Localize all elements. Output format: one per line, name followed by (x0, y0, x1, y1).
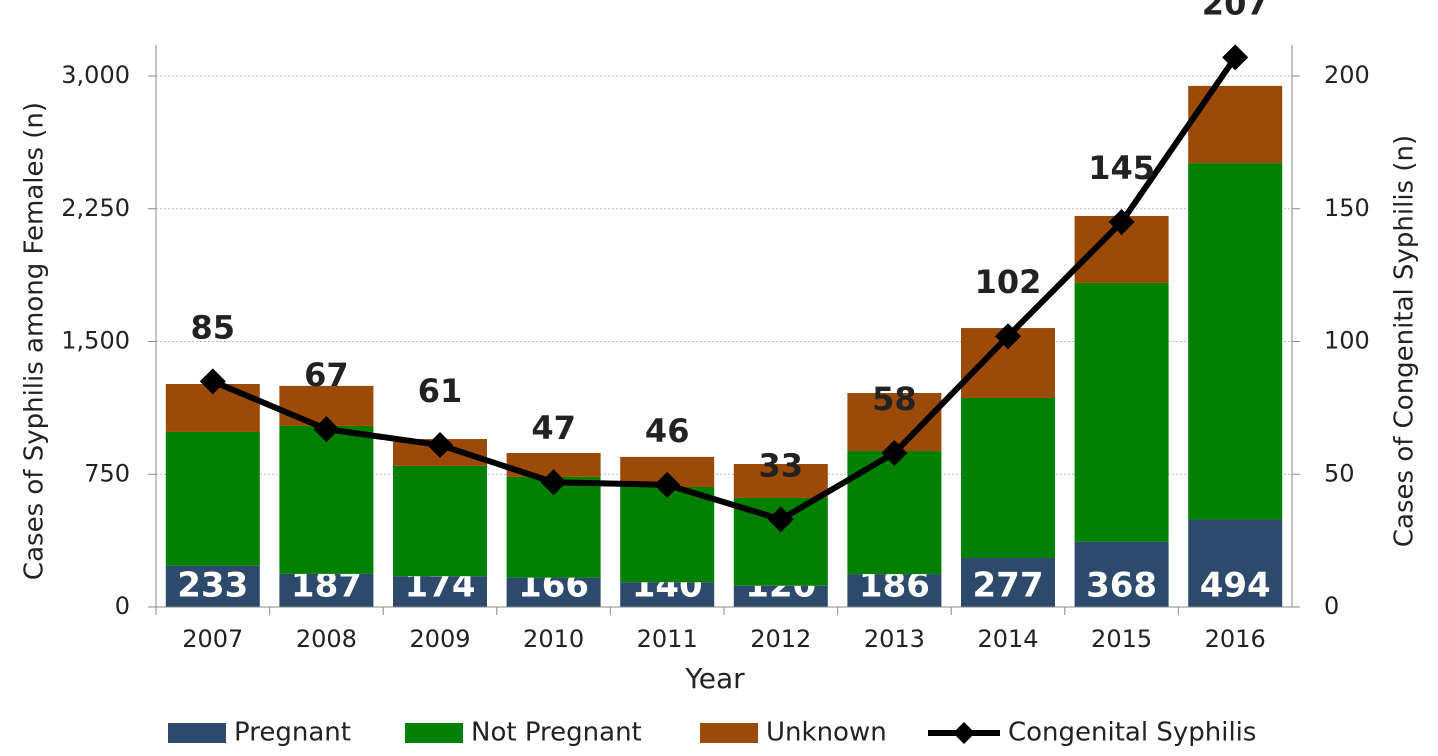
line-marker (313, 416, 340, 443)
y2-axis-title: Cases of Congenital Syphilis (n) (1390, 135, 1420, 547)
y2-tick-label: 100 (1324, 327, 1370, 355)
bar-segment (393, 465, 487, 577)
bar-segment (1074, 282, 1169, 542)
line-marker (995, 323, 1021, 350)
legend-swatch (405, 723, 463, 743)
y-tick-label: 0 (115, 592, 130, 620)
line-label: 58 (872, 380, 917, 418)
bar-segment (620, 582, 715, 607)
bar-label: 233 (177, 566, 248, 606)
line-marker (1108, 209, 1135, 236)
x-tick-label: 2016 (1205, 625, 1266, 653)
line-label: 102 (975, 263, 1042, 301)
y-tick-label: 3,000 (61, 61, 130, 89)
y2-tick-label: 50 (1324, 459, 1355, 487)
line-label: 85 (191, 308, 236, 346)
line-marker (199, 368, 226, 395)
legend-swatch (700, 723, 758, 743)
line-label: 145 (1088, 149, 1155, 187)
bar-label: 368 (1086, 566, 1157, 606)
legend-label: Pregnant (234, 718, 351, 748)
bar-segment (1188, 85, 1283, 164)
x-tick-label: 2011 (637, 625, 698, 653)
bar-segment (165, 565, 260, 607)
line-marker (540, 469, 567, 496)
legend-label: Congenital Syphilis (1008, 718, 1256, 748)
legend-label: Unknown (766, 718, 887, 748)
bar-segment (733, 463, 828, 498)
bar-segment (620, 486, 715, 583)
y2-tick-label: 0 (1324, 592, 1339, 620)
legend-swatch (168, 723, 226, 743)
bar-segment (733, 585, 828, 607)
bar-segment (847, 574, 942, 607)
y2-tick-label: 200 (1324, 61, 1370, 89)
bar-segment (506, 453, 601, 477)
x-axis-title: Year (684, 662, 745, 695)
x-tick-label: 2014 (977, 625, 1038, 653)
y-tick-label: 750 (84, 459, 130, 487)
x-tick-label: 2007 (182, 625, 243, 653)
legend-label: Not Pregnant (471, 718, 642, 748)
line-label: 33 (759, 446, 804, 484)
x-tick-label: 2008 (296, 625, 357, 653)
line-label: 47 (531, 409, 576, 447)
bar-segment (279, 425, 374, 574)
legend-marker (953, 722, 975, 744)
line-label: 61 (418, 372, 463, 410)
line-marker (767, 506, 794, 533)
bar-segment (1188, 163, 1283, 520)
y-tick-label: 2,250 (61, 194, 130, 222)
line (211, 55, 1238, 523)
line-label: 46 (645, 412, 690, 450)
bar-segment (961, 557, 1055, 607)
y-tick-label: 1,500 (61, 327, 130, 355)
bar-label: 277 (973, 566, 1044, 606)
x-tick-label: 2015 (1091, 625, 1152, 653)
bar-segment (279, 573, 374, 607)
bar-label: 494 (1200, 566, 1271, 606)
line-label: 67 (304, 356, 349, 394)
x-tick-label: 2010 (523, 625, 584, 653)
bar-segment (393, 576, 487, 607)
bar-segment (1188, 519, 1283, 607)
x-tick-label: 2013 (864, 625, 925, 653)
y-axis-title: Cases of Syphilis among Females (n) (20, 102, 50, 580)
x-tick-label: 2009 (409, 625, 470, 653)
line-marker (654, 471, 681, 498)
bar-segment (1074, 541, 1169, 607)
bar-segment (506, 577, 601, 607)
bar-segment (961, 397, 1055, 558)
bar-segment (165, 431, 260, 566)
x-tick-label: 2012 (750, 625, 811, 653)
line-marker (1222, 44, 1249, 71)
line-label: 207 (1202, 0, 1269, 22)
line-marker (881, 440, 908, 467)
line-marker (427, 432, 453, 459)
y2-tick-label: 150 (1324, 194, 1370, 222)
